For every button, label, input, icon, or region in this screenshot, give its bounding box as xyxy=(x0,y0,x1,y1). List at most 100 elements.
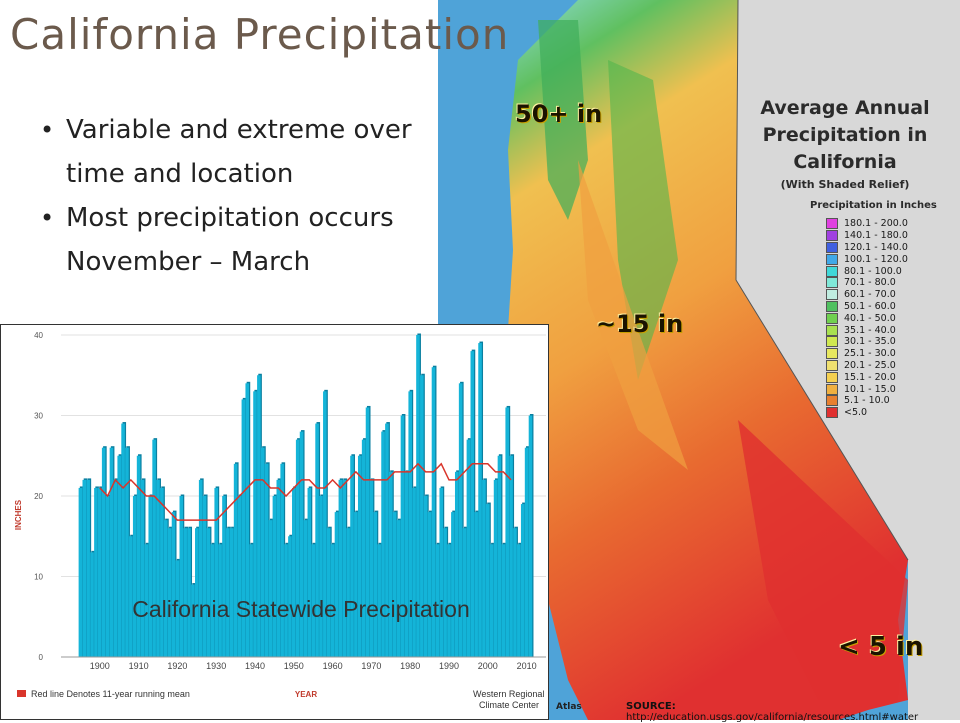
bar xyxy=(148,496,153,657)
bullet-text: Most precipitation occurs November – Mar… xyxy=(66,203,394,277)
legend-row: 15.1 - 20.0 xyxy=(826,371,908,383)
bullet-dot-icon: • xyxy=(40,116,55,144)
legend-label: <5.0 xyxy=(844,407,868,419)
legend-label: 5.1 - 10.0 xyxy=(844,395,890,407)
bar xyxy=(486,504,490,657)
legend-swatch xyxy=(826,324,838,336)
bar xyxy=(272,496,277,657)
bar xyxy=(90,552,94,657)
bar xyxy=(229,528,234,657)
bar xyxy=(357,455,362,657)
bar xyxy=(276,479,281,657)
legend-row: 120.1 - 140.0 xyxy=(826,241,908,254)
bar xyxy=(466,439,471,657)
legend-row: 20.1 - 25.0 xyxy=(826,359,908,372)
source-url[interactable]: http://education.usgs.gov/california/res… xyxy=(626,712,919,723)
legend-row: 50.1 - 60.0 xyxy=(826,300,908,313)
legend-row: 40.1 - 50.0 xyxy=(826,312,908,324)
bar xyxy=(295,439,300,657)
bar xyxy=(129,536,133,657)
legend-swatch xyxy=(826,289,838,301)
legend-swatch xyxy=(826,265,838,277)
legend-label: 25.1 - 30.0 xyxy=(844,348,896,360)
bar xyxy=(288,536,292,657)
legend-label: 50.1 - 60.0 xyxy=(844,300,896,312)
x-tick-label: 1940 xyxy=(245,661,265,671)
legend-swatch xyxy=(826,312,838,324)
bar xyxy=(431,367,436,657)
bar xyxy=(307,487,312,657)
legend-swatch xyxy=(826,218,838,230)
bar xyxy=(121,423,125,657)
bar xyxy=(195,528,199,657)
map-legend: 180.1 - 200.0 140.1 - 180.0 120.1 - 140.0 1… xyxy=(826,218,908,419)
bar xyxy=(171,512,176,657)
bar xyxy=(412,487,416,657)
map-title-line: California xyxy=(793,151,897,173)
legend-row: 180.1 - 200.0 xyxy=(826,218,908,230)
legend-row: 5.1 - 10.0 xyxy=(826,395,908,407)
bar xyxy=(509,455,513,657)
bar xyxy=(105,496,110,657)
bar xyxy=(311,544,315,657)
bar xyxy=(400,415,405,657)
source-credit: SOURCE: http://education.usgs.gov/califo… xyxy=(626,701,960,723)
legend-swatch xyxy=(826,300,838,312)
bullet-item: • Variable and extreme over time and loc… xyxy=(40,108,440,196)
bar xyxy=(152,439,156,657)
bar xyxy=(237,496,242,657)
bar xyxy=(264,463,269,657)
legend-row: <5.0 xyxy=(826,407,908,419)
bar xyxy=(326,528,331,657)
y-tick-label: 10 xyxy=(34,573,43,582)
bar xyxy=(183,528,187,657)
bar xyxy=(489,544,494,657)
bar xyxy=(319,496,323,657)
bar xyxy=(478,343,482,657)
legend-swatch xyxy=(826,407,838,419)
bar xyxy=(454,471,459,657)
bar xyxy=(447,544,451,657)
desert-zone xyxy=(738,420,908,700)
bar xyxy=(245,383,250,657)
legend-swatch xyxy=(826,336,838,348)
x-tick-label: 1960 xyxy=(323,661,343,671)
bar xyxy=(443,528,447,657)
legend-label: 30.1 - 35.0 xyxy=(844,336,896,348)
bar xyxy=(257,375,261,657)
central-valley xyxy=(578,160,688,470)
x-tick-label: 1990 xyxy=(439,661,459,671)
bar xyxy=(210,544,215,657)
bar xyxy=(517,544,521,657)
bar xyxy=(404,471,409,657)
bar xyxy=(315,423,319,657)
bar xyxy=(354,512,358,657)
legend-swatch xyxy=(826,383,838,395)
map-graphic xyxy=(438,0,960,720)
bullet-dot-icon: • xyxy=(40,204,55,232)
bar xyxy=(513,528,517,657)
bar xyxy=(268,520,273,657)
bar xyxy=(497,455,502,657)
bar xyxy=(86,479,90,657)
bar xyxy=(299,431,304,657)
chart-title: California Statewide Precipitation xyxy=(132,596,470,622)
bar xyxy=(78,487,83,657)
legend-row: 100.1 - 120.0 xyxy=(826,253,908,265)
y-tick-label: 20 xyxy=(34,492,43,501)
bar xyxy=(160,487,164,657)
bar xyxy=(125,447,129,657)
legend-label: 10.1 - 15.0 xyxy=(844,383,896,395)
bar xyxy=(458,383,463,657)
bar xyxy=(342,479,347,657)
north-coast-wet-zone xyxy=(538,20,588,220)
bar xyxy=(350,455,354,657)
bar xyxy=(389,471,393,657)
legend-row: 140.1 - 180.0 xyxy=(826,230,908,242)
legend-label: 100.1 - 120.0 xyxy=(844,253,908,265)
bar xyxy=(330,544,335,657)
bar xyxy=(501,544,506,657)
bar xyxy=(416,335,420,657)
legend-swatch xyxy=(826,395,838,407)
x-tick-label: 1920 xyxy=(167,661,187,671)
